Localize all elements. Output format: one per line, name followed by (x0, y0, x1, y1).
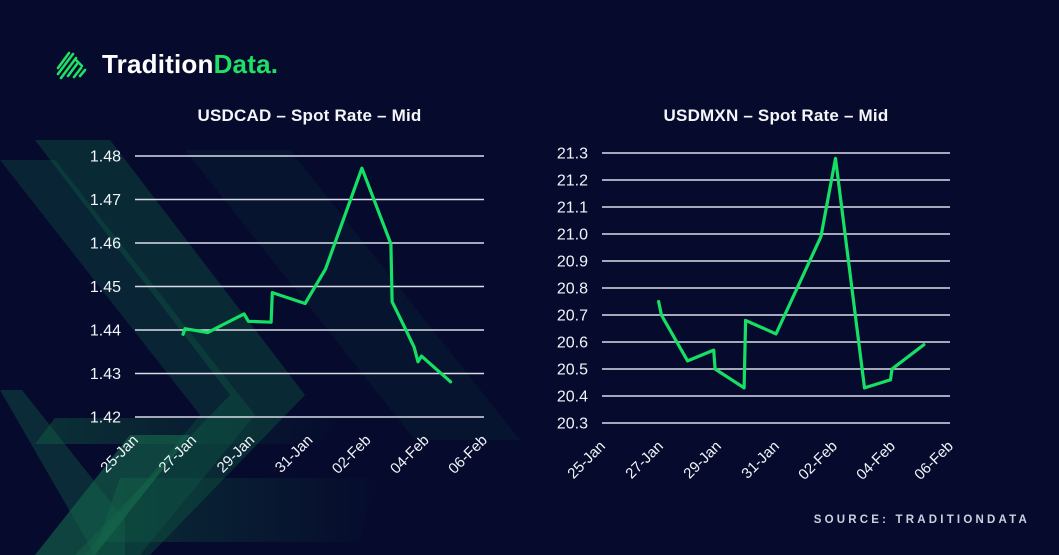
brand-wordmark: TraditionData. (102, 49, 278, 80)
y-tick-label: 20.5 (557, 362, 588, 379)
y-tick-label: 20.4 (557, 389, 588, 406)
x-tick-label: 31-Jan (738, 438, 782, 482)
series-line (656, 156, 926, 390)
x-tick-label: 04-Feb (387, 432, 433, 478)
y-tick-label: 20.8 (557, 281, 588, 298)
y-tick-label: 1.44 (90, 323, 121, 340)
brand-word-tradition: Tradition (102, 48, 214, 79)
x-tick-label: 02-Feb (329, 432, 375, 478)
x-tick-label: 31-Jan (272, 432, 316, 476)
y-tick-label: 20.3 (557, 416, 588, 433)
y-tick-label: 1.43 (90, 366, 121, 383)
y-tick-label: 20.6 (557, 335, 588, 352)
y-tick-label: 1.48 (90, 149, 121, 166)
tradition-stripes-icon (56, 51, 87, 80)
x-tick-label: 06-Feb (911, 438, 957, 484)
chart-title-usdmxn: USDMXN – Spot Rate – Mid (663, 106, 889, 125)
y-tick-label: 21.3 (557, 146, 588, 163)
y-tick-label: 1.42 (90, 410, 121, 427)
brand-logo: TraditionData. (54, 46, 278, 82)
y-tick-label: 21.0 (557, 227, 588, 244)
y-tick-label: 1.47 (90, 192, 121, 209)
y-tick-label: 1.46 (90, 236, 121, 253)
chart-title-usdcad: USDCAD – Spot Rate – Mid (197, 106, 422, 125)
x-tick-label: 02-Feb (795, 438, 841, 484)
y-tick-label: 21.1 (557, 200, 588, 217)
x-tick-label: 06-Feb (445, 432, 491, 478)
x-tick-label: 29-Jan (680, 438, 724, 482)
y-tick-label: 21.2 (557, 173, 588, 190)
source-credit: SOURCE: TRADITIONDATA (813, 514, 1030, 526)
chart-plot-usdmxn: 20.3 20.4 20.5 20.6 20.7 20.8 20.9 21.0 21.1 21.2… (557, 146, 957, 484)
brand-word-data: Data. (213, 48, 279, 79)
x-tick-label: 29-Jan (214, 432, 258, 476)
x-tick-label: 27-Jan (156, 432, 200, 476)
x-tick-label: 25-Jan (97, 432, 141, 476)
y-tick-label: 20.9 (557, 254, 588, 271)
y-tick-label: 20.7 (557, 308, 588, 325)
series-line (181, 166, 453, 384)
x-tick-label: 27-Jan (622, 438, 666, 482)
x-tick-label: 04-Feb (853, 438, 899, 484)
y-tick-label: 1.45 (90, 279, 121, 296)
chart-plot-usdcad: 1.42 1.43 1.44 1.45 1.46 1.47 1.48 25-Jan 27-Jan… (90, 149, 491, 478)
x-tick-label: 25-Jan (564, 438, 608, 482)
